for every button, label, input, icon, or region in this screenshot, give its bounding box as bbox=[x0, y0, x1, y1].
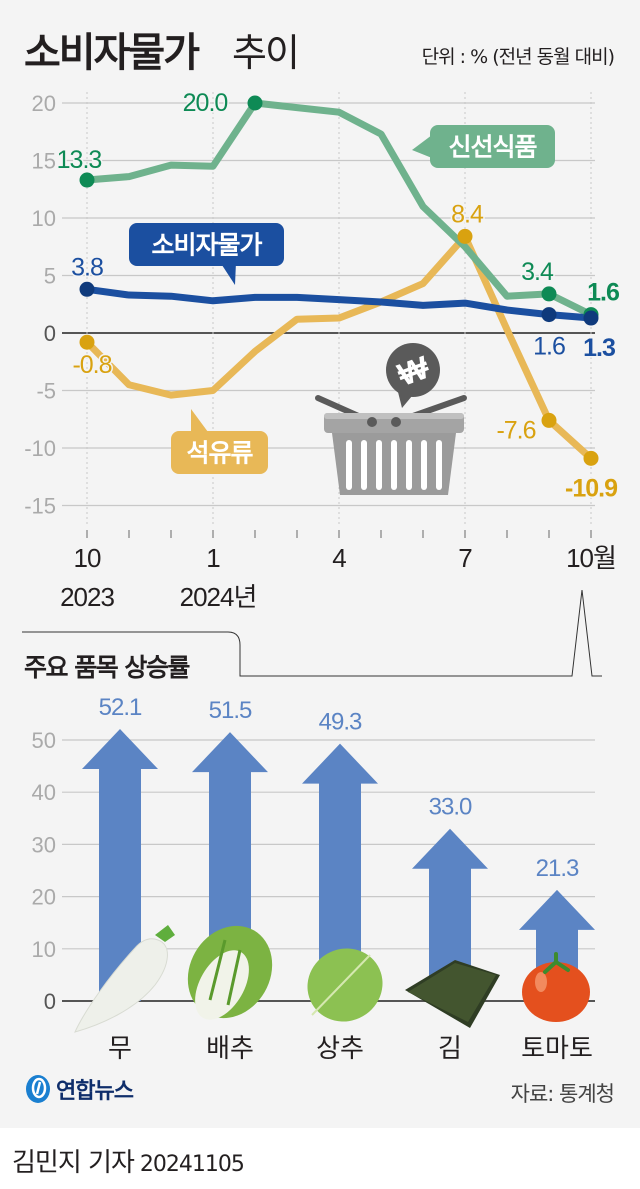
reporter-name: 김민지 기자 bbox=[12, 1148, 135, 1178]
data-point bbox=[79, 281, 95, 297]
data-point bbox=[247, 95, 263, 111]
napa-cabbage-icon bbox=[187, 925, 273, 1020]
y-tick-label: 5 bbox=[44, 264, 56, 289]
value-label: 13.3 bbox=[57, 146, 102, 174]
source-label: 자료: 통계청 bbox=[510, 1082, 615, 1106]
byline: 김민지 기자 20241105 bbox=[12, 1142, 245, 1179]
bar-category-label: 토마토 bbox=[521, 1033, 593, 1063]
x-year-label: 2023 bbox=[60, 582, 114, 612]
svg-text:석유류: 석유류 bbox=[186, 440, 253, 468]
line-chart: 20 15 10 5 0 -5 -10 -15 10 2023 1 2024년 4 7 10월 13.3 20.… bbox=[24, 88, 621, 613]
series-line-2 bbox=[84, 232, 594, 461]
bar-value-label: 33.0 bbox=[429, 794, 472, 821]
x-tick-label: 10월 bbox=[566, 543, 616, 573]
svg-text:소비자물가: 소비자물가 bbox=[151, 232, 262, 260]
publish-date: 20241105 bbox=[139, 1152, 245, 1177]
bar-arrow-0: 52.1 무 bbox=[82, 694, 158, 1063]
x-year-label: 2024년 bbox=[180, 582, 257, 612]
y-tick-label: 10 bbox=[32, 937, 56, 962]
value-label: 8.4 bbox=[451, 200, 484, 228]
y-tick-label: 0 bbox=[44, 321, 56, 346]
series-line-0 bbox=[86, 99, 593, 318]
data-point bbox=[541, 286, 557, 302]
x-tick-label: 7 bbox=[458, 543, 472, 573]
section-title-item-rise: 주요 품목 상승률 bbox=[24, 653, 190, 682]
y-tick-label: -15 bbox=[24, 494, 56, 519]
value-label: 1.6 bbox=[533, 333, 565, 361]
bar-arrow-3: 33.0 김 bbox=[412, 794, 488, 1063]
value-label: -10.9 bbox=[565, 474, 617, 502]
bar-arrow-2: 49.3 상추 bbox=[302, 709, 378, 1063]
y-tick-label: 15 bbox=[32, 149, 56, 174]
x-tick-label: 4 bbox=[332, 543, 346, 573]
page-title: 소비자물가 bbox=[24, 30, 200, 76]
bar-category-label: 무 bbox=[108, 1033, 132, 1063]
section-divider bbox=[22, 589, 602, 677]
data-point bbox=[583, 450, 599, 466]
shopping-basket-icon: ₩ bbox=[315, 343, 467, 495]
series-line-1 bbox=[86, 285, 592, 322]
bar-category-label: 상추 bbox=[316, 1033, 364, 1063]
value-label: 1.6 bbox=[587, 279, 619, 307]
data-point bbox=[79, 172, 95, 188]
tomato-icon bbox=[522, 952, 590, 1022]
data-point bbox=[541, 412, 557, 428]
bar-value-label: 51.5 bbox=[209, 697, 252, 724]
value-label: -0.8 bbox=[72, 351, 111, 379]
y-tick-label: 20 bbox=[32, 885, 56, 910]
radish-icon bbox=[74, 925, 175, 1033]
y-tick-label: 10 bbox=[32, 206, 56, 231]
bar-chart: 50 40 30 20 10 0 52.1 무 51.5 배추 49.3 상추 33.0 김 21.3 토마토 bbox=[32, 694, 595, 1063]
yonhap-logo-icon bbox=[26, 1075, 50, 1103]
bar-value-label: 52.1 bbox=[99, 694, 142, 721]
value-label: 3.8 bbox=[71, 253, 103, 281]
y-tick-label: 30 bbox=[32, 832, 56, 857]
svg-text:신선식품: 신선식품 bbox=[448, 134, 537, 162]
y-tick-label: 20 bbox=[32, 91, 56, 116]
legend-callout-fresh-food: 신선식품 bbox=[412, 125, 555, 168]
value-label: 1.3 bbox=[583, 334, 615, 362]
value-label: 3.4 bbox=[521, 258, 554, 286]
lettuce-icon bbox=[307, 948, 383, 1022]
page-subtitle: 추이 bbox=[232, 31, 300, 75]
legend-callout-cpi: 소비자물가 bbox=[129, 223, 284, 285]
legend-callout-petroleum: 석유류 bbox=[171, 409, 268, 474]
seaweed-icon bbox=[405, 960, 500, 1028]
data-point bbox=[583, 310, 599, 326]
y-tick-label: -10 bbox=[24, 436, 56, 461]
y-tick-label: 50 bbox=[32, 728, 56, 753]
value-label: -7.6 bbox=[496, 416, 535, 444]
value-label: 20.0 bbox=[183, 89, 228, 117]
yonhap-logo: 연합뉴스 bbox=[24, 1073, 134, 1105]
x-tick-label: 1 bbox=[206, 543, 220, 573]
bar-value-label: 21.3 bbox=[536, 855, 579, 882]
y-tick-label: 0 bbox=[44, 989, 56, 1014]
logo-text: 연합뉴스 bbox=[56, 1079, 134, 1104]
x-tick-label: 10 bbox=[74, 543, 101, 573]
y-tick-label: -5 bbox=[36, 379, 56, 404]
bar-category-label: 김 bbox=[438, 1033, 462, 1063]
data-point bbox=[541, 307, 557, 323]
data-point bbox=[79, 334, 95, 350]
y-tick-label: 40 bbox=[32, 780, 56, 805]
bar-value-label: 49.3 bbox=[319, 709, 362, 736]
data-point bbox=[457, 228, 473, 244]
unit-label: 단위 : % (전년 동월 대비) bbox=[421, 46, 615, 68]
bar-category-label: 배추 bbox=[206, 1033, 254, 1063]
